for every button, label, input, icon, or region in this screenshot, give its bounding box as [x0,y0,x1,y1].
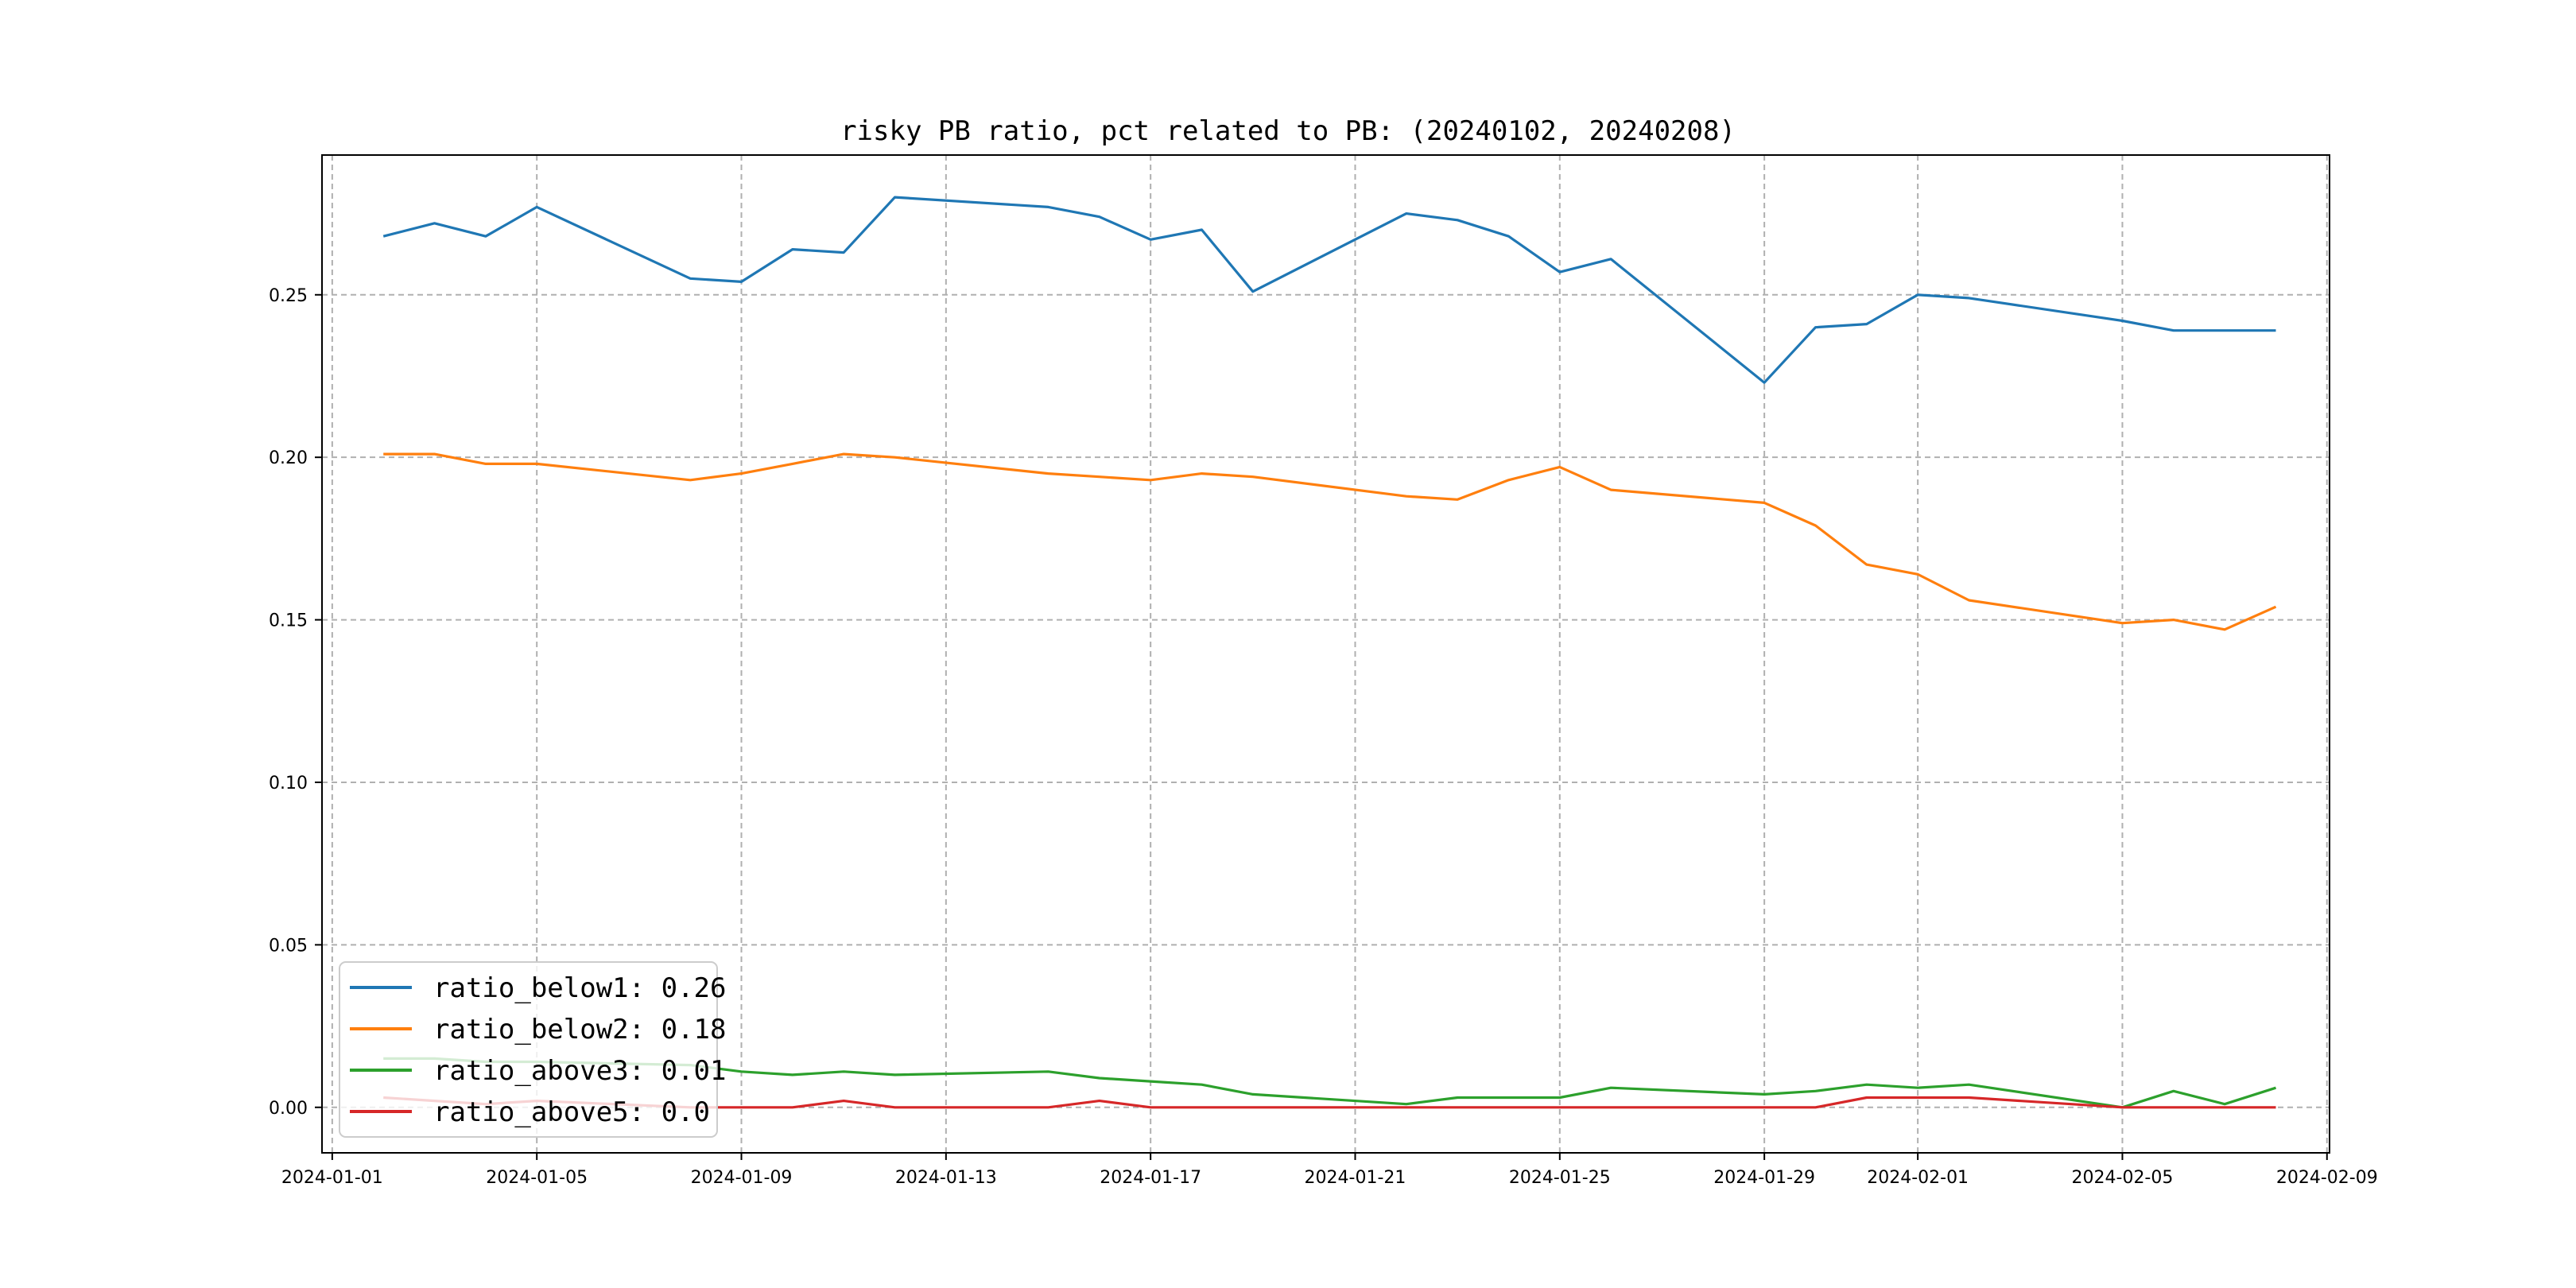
x-tick-label: 2024-01-01 [281,1168,383,1188]
chart-title: risky PB ratio, pct related to PB: (2024… [840,115,1736,147]
legend-box [339,961,718,1138]
x-tick-label: 2024-01-25 [1509,1168,1611,1188]
legend-label: ratio_above3: 0.01 [433,1055,726,1087]
x-tick-label: 2024-01-09 [691,1168,793,1188]
y-tick-label: 0.20 [269,448,308,468]
legend-label: ratio_below2: 0.18 [433,1014,726,1046]
y-tick-label: 0.15 [269,611,308,631]
x-tick-label: 2024-01-05 [486,1168,588,1188]
legend-label: ratio_below1: 0.26 [433,972,726,1004]
legend-label: ratio_above5: 0.0 [433,1096,710,1128]
x-tick-label: 2024-02-01 [1867,1168,1969,1188]
x-tick-label: 2024-02-05 [2072,1168,2174,1188]
y-tick-label: 0.00 [269,1099,308,1119]
series-line-1 [382,196,2276,384]
series-line-2 [383,452,2277,631]
y-axis: 0.00 0.05 0.10 0.15 0.20 0.25 [269,286,322,1119]
x-tick-label: 2024-01-29 [1713,1168,1815,1188]
plot-frame [321,154,2330,1154]
y-tick-label: 0.10 [269,774,308,793]
x-axis: 2024-01-01 2024-01-05 2024-01-09 2024-01-13… [281,1153,2378,1188]
x-tick-label: 2024-01-21 [1305,1168,1406,1188]
x-tick-label: 2024-01-17 [1100,1168,1201,1188]
x-tick-label: 2024-02-09 [2276,1168,2378,1188]
x-tick-label: 2024-01-13 [895,1168,997,1188]
y-tick-label: 0.05 [269,936,308,956]
y-tick-label: 0.25 [269,286,308,306]
legend: ratio_below1: 0.26 ratio_below2: 0.18 rati… [339,961,726,1138]
